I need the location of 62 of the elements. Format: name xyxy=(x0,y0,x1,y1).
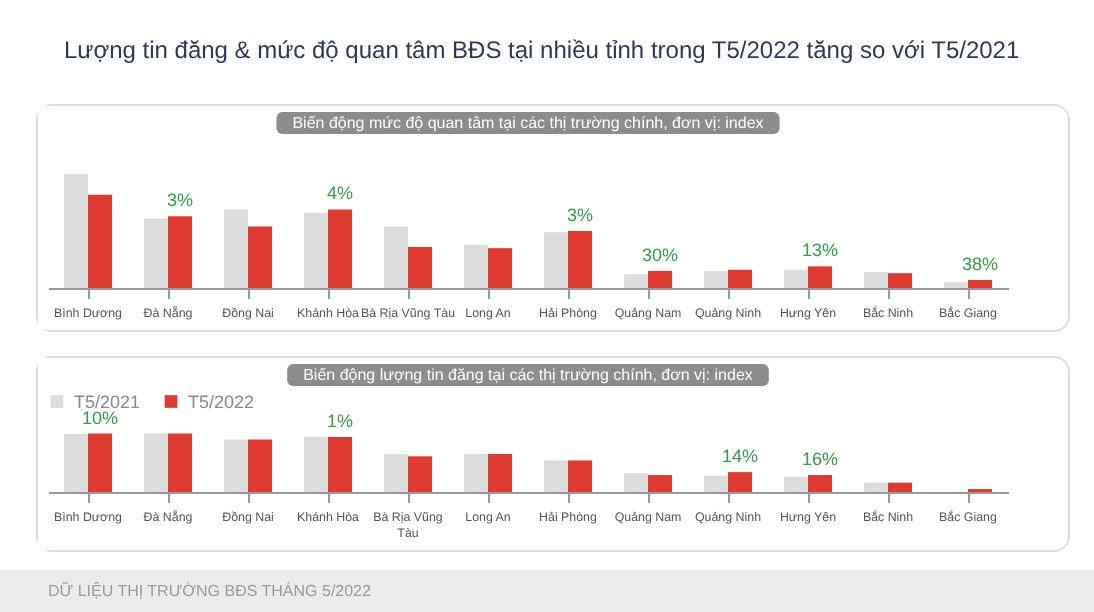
bar xyxy=(968,280,992,288)
bar xyxy=(384,454,408,492)
bar xyxy=(488,248,512,288)
annotation: 4% xyxy=(326,183,354,204)
bar xyxy=(624,274,648,288)
bar xyxy=(408,247,432,288)
bar xyxy=(544,460,568,492)
bar xyxy=(224,209,248,288)
bar xyxy=(304,437,328,492)
annotation: 10% xyxy=(81,407,119,428)
bar xyxy=(408,456,432,492)
annotation: 3% xyxy=(166,190,194,211)
bar xyxy=(144,433,168,492)
bar xyxy=(248,439,272,492)
legend-label: T5/2022 xyxy=(188,391,255,412)
bar xyxy=(88,433,112,492)
bar xyxy=(248,226,272,288)
bar xyxy=(888,482,912,492)
bar xyxy=(568,231,592,288)
bar xyxy=(784,269,808,288)
bar xyxy=(328,209,352,288)
bar xyxy=(464,454,488,492)
bar xyxy=(544,232,568,288)
bar xyxy=(808,266,832,288)
bar xyxy=(168,216,192,288)
annotation: 13% xyxy=(801,240,839,261)
bar xyxy=(704,475,728,492)
bar xyxy=(864,482,888,492)
bar xyxy=(224,439,248,492)
bar xyxy=(888,273,912,288)
bar xyxy=(464,244,488,288)
legend-label: T5/2021 xyxy=(74,391,141,412)
bar xyxy=(64,174,88,288)
text: DỮ LIỆU THỊ TRƯỜNG BĐS THÁNG 5/2022 xyxy=(0,570,1094,612)
bar xyxy=(88,194,112,288)
bar xyxy=(648,270,672,288)
bar xyxy=(568,460,592,492)
bar xyxy=(728,472,752,492)
bar xyxy=(168,433,192,492)
bar xyxy=(808,475,832,492)
chart-title: Lượng tin đăng & mức độ quan tâm BĐS tại nhiều tỉnh trong T5/2022 tăng so với T5/2021 xyxy=(64,36,1020,64)
bar xyxy=(64,434,88,492)
annotation: 1% xyxy=(326,411,354,432)
bar xyxy=(488,454,512,492)
bar xyxy=(648,475,672,492)
chart-subtitle: Biến động mức độ quan tâm tại các thị trường chính, đơn vị: index xyxy=(292,114,764,132)
chart-title: Biến động lượng tin đăng tại các thị trường chính, đơn vị: index xyxy=(303,366,753,384)
bar xyxy=(784,476,808,492)
bar xyxy=(384,226,408,288)
annotation: 30% xyxy=(641,244,679,265)
annotation: 16% xyxy=(801,449,839,470)
bar xyxy=(864,272,888,288)
bar xyxy=(704,270,728,288)
annotation: 14% xyxy=(721,446,759,467)
bar xyxy=(728,269,752,288)
bar xyxy=(144,218,168,288)
annotation: 38% xyxy=(961,254,999,275)
annotation: 3% xyxy=(566,205,594,226)
bar xyxy=(328,437,352,492)
bar xyxy=(304,212,328,288)
bar xyxy=(624,473,648,492)
bar xyxy=(944,282,968,288)
